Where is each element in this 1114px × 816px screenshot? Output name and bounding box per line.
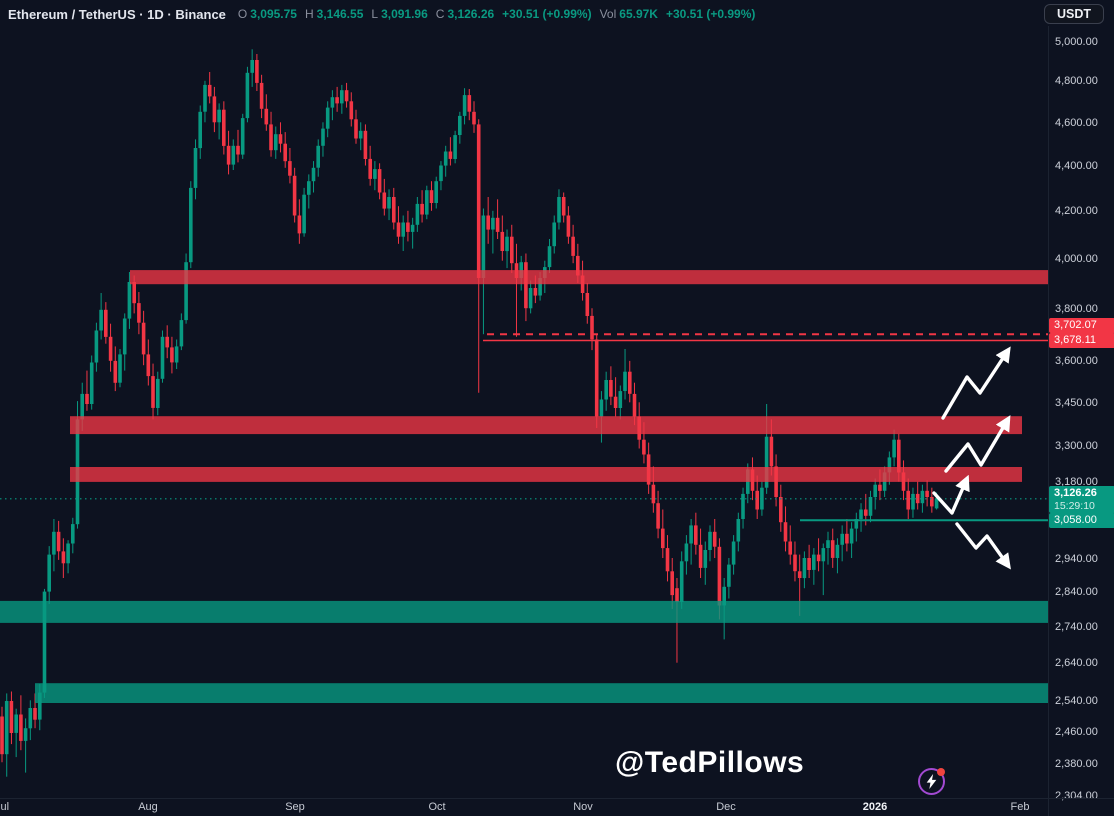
price-tick-label: 3,300.00 [1055, 440, 1098, 452]
time-tick-label[interactable]: Feb [1010, 801, 1030, 813]
projection-arrows [932, 346, 1011, 570]
currency-toggle-button[interactable]: USDT [1043, 4, 1104, 24]
time-tick-label[interactable]: Dec [716, 801, 736, 813]
lightning-bolt-icon [926, 774, 937, 789]
price-tick-label: 3,800.00 [1055, 303, 1098, 315]
price-tick-label: 2,940.00 [1055, 553, 1098, 565]
supply-demand-zones [0, 270, 1048, 703]
time-tick-label[interactable]: Jul [0, 801, 10, 813]
symbol-info-bar[interactable]: Ethereum / TetherUS · 1D · Binance O 3,095… [8, 5, 763, 23]
close-label: C [435, 7, 445, 21]
price-tick-label: 2,304.00 [1055, 790, 1098, 802]
price-tick-label: 2,740.00 [1055, 621, 1098, 633]
price-tick-label: 4,200.00 [1055, 205, 1098, 217]
close-value: 3,126.26 [447, 7, 495, 21]
time-tick-label[interactable]: Oct [428, 801, 446, 813]
plot-area [0, 49, 1048, 777]
price-tick-label: 2,540.00 [1055, 695, 1098, 707]
price-tick-label: 3,600.00 [1055, 355, 1098, 367]
price-axis[interactable]: 5,000.00 4,800.00 4,600.00 4,400.00 4,200.00… [1048, 26, 1114, 816]
high-label: H [304, 7, 314, 21]
level-price-label: 3,702.07 [1049, 318, 1114, 333]
time-axis[interactable]: Jul Aug Sep Oct Nov Dec 2026 Feb [0, 798, 1114, 816]
price-tick-label: 4,400.00 [1055, 160, 1098, 172]
symbol-title: Ethereum / TetherUS · 1D · Binance [8, 6, 226, 22]
low-value: 3,091.96 [381, 7, 428, 21]
time-tick-label[interactable]: Sep [285, 801, 305, 813]
price-tick-label: 2,640.00 [1055, 657, 1098, 669]
price-tick-label: 4,000.00 [1055, 253, 1098, 265]
price-tick-label: 3,450.00 [1055, 397, 1098, 409]
price-tick-label: 4,600.00 [1055, 117, 1098, 129]
price-level-lines [0, 333, 1048, 522]
price-tick-label: 3,180.00 [1055, 476, 1098, 488]
watermark-handle: @TedPillows [615, 746, 805, 779]
level-price-label: 3,058.00 [1049, 513, 1114, 528]
brand-logo-icon [918, 768, 945, 795]
time-tick-label[interactable]: Nov [573, 801, 593, 813]
change-value: +30.51 (+0.99%) [502, 7, 592, 21]
notification-dot [937, 768, 945, 776]
time-tick-label[interactable]: Aug [138, 801, 158, 813]
price-tick-label: 4,800.00 [1055, 75, 1098, 87]
time-tick-label[interactable]: 2026 [862, 801, 888, 813]
current-price-label: 3,126.26 15:29:10 [1049, 486, 1114, 513]
price-tick-label: 2,460.00 [1055, 726, 1098, 738]
candles-series [0, 49, 939, 777]
high-value: 3,146.55 [316, 7, 364, 21]
open-label: O [237, 7, 248, 21]
level-price-label: 3,678.11 [1049, 333, 1114, 348]
volume-change: +30.51 (+0.99%) [665, 7, 756, 21]
current-price-value: 3,126.26 [1054, 487, 1097, 499]
bar-countdown: 15:29:10 [1054, 500, 1095, 512]
low-label: L [371, 7, 379, 21]
volume-label: Vol [599, 7, 617, 21]
price-tick-label: 2,840.00 [1055, 586, 1098, 598]
volume-value: 65.97K [619, 7, 658, 21]
price-tick-label: 5,000.00 [1055, 36, 1098, 48]
price-tick-label: 2,380.00 [1055, 758, 1098, 770]
open-value: 3,095.75 [250, 7, 297, 21]
